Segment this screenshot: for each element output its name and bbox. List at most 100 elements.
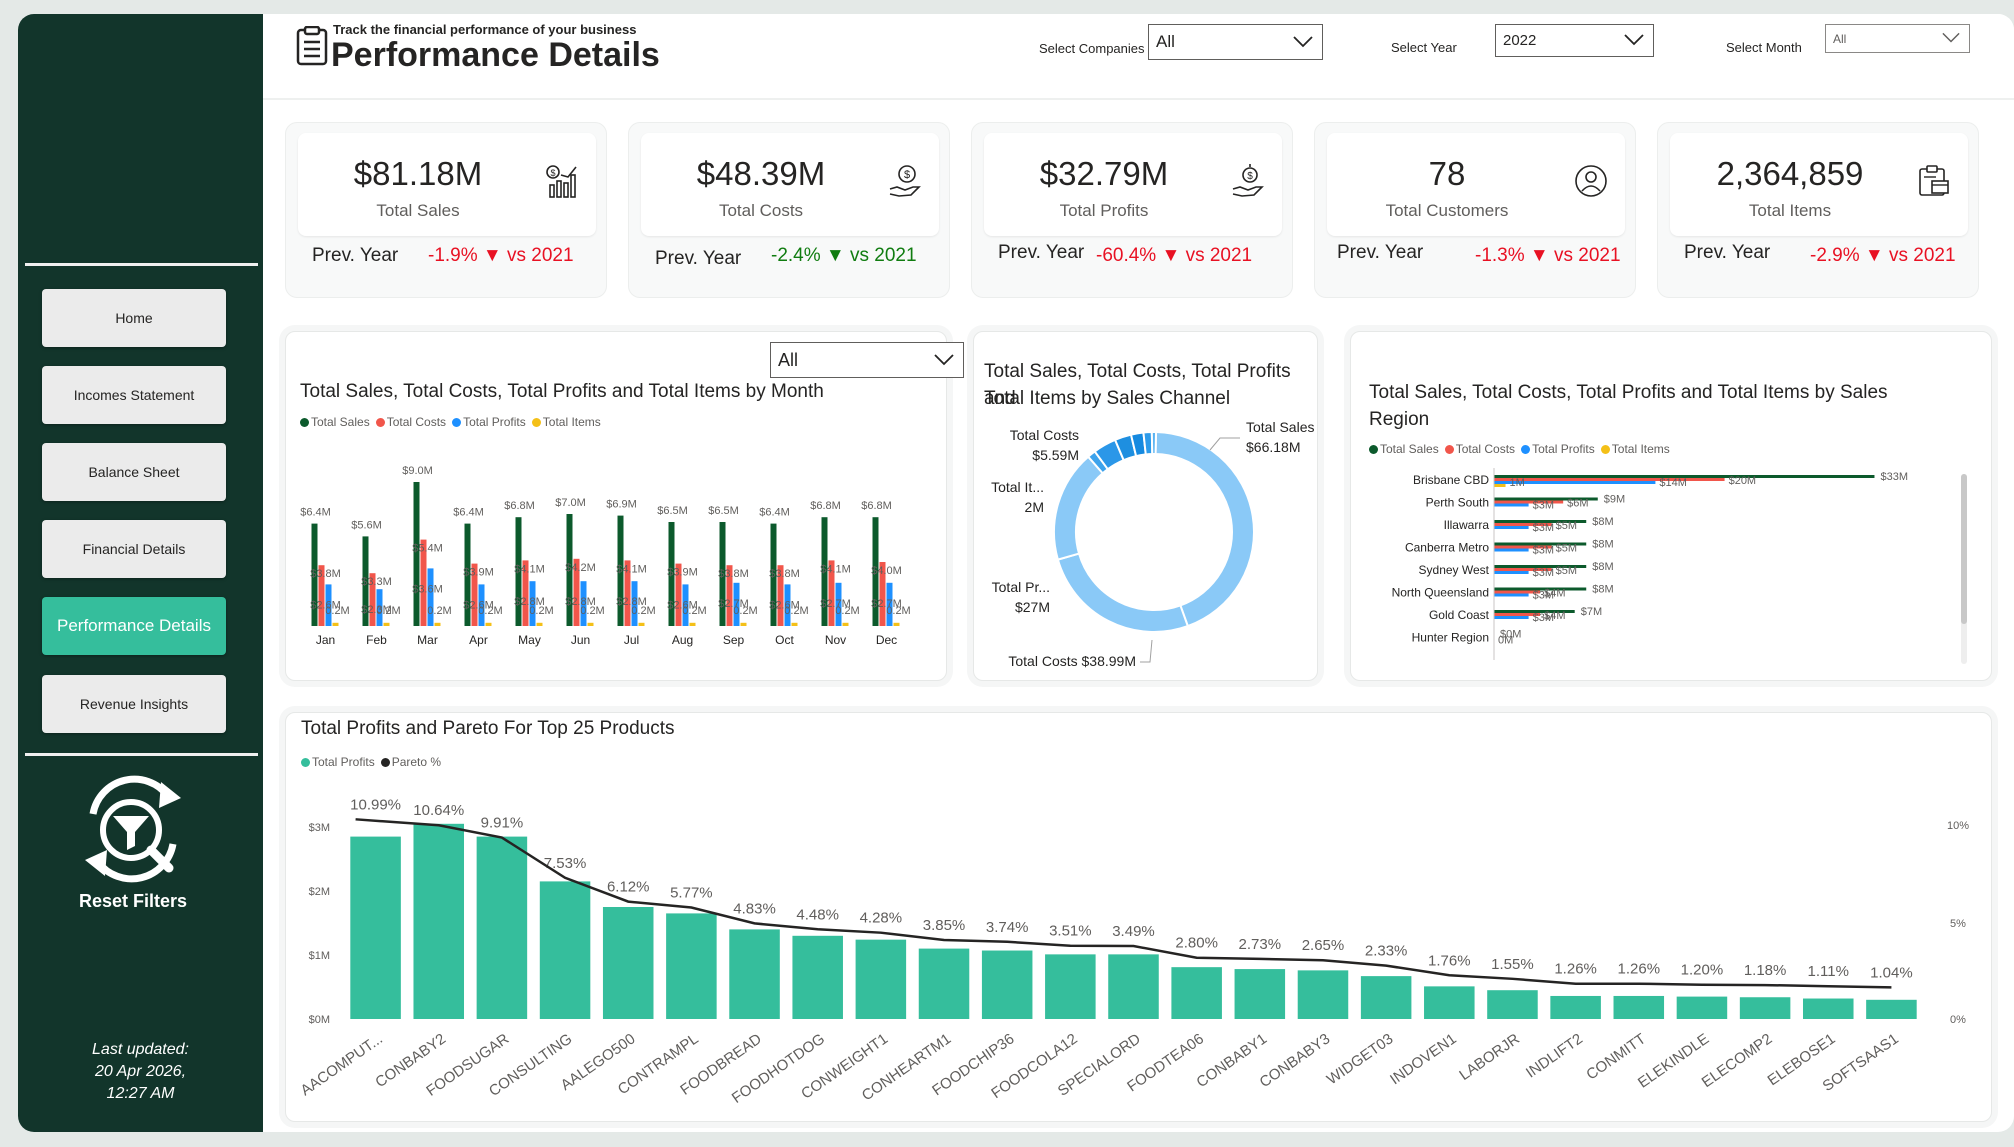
data-label: $7.0M xyxy=(555,497,586,509)
data-label: $5M xyxy=(1556,543,1577,555)
kpi-change: -2.4% ▼ vs 2021 xyxy=(771,245,917,266)
data-label: $3M xyxy=(1533,590,1554,602)
data-label: $3.8M xyxy=(310,568,341,580)
x-tick-label: Jul xyxy=(624,633,639,647)
y-tick-label: Canberra Metro xyxy=(1405,541,1489,555)
channel-chart-panel: Total Sales, Total Costs, Total Profits … xyxy=(973,331,1318,681)
bar-total-sales xyxy=(1494,610,1575,613)
bar-total-costs xyxy=(318,565,325,626)
pareto-data-label: 4.48% xyxy=(796,906,839,923)
bar-total-profits xyxy=(1676,996,1728,1019)
data-label: $3.8M xyxy=(769,568,800,580)
bar-total-profits xyxy=(602,907,654,1019)
bar-total-profits xyxy=(1234,969,1286,1019)
data-label: $4.2M xyxy=(565,562,596,574)
bar-total-sales xyxy=(1494,587,1587,591)
donut-slice xyxy=(1150,431,1158,456)
bar-total-sales xyxy=(719,522,726,626)
data-label: $5.6M xyxy=(351,519,382,531)
pareto-data-label: 1.04% xyxy=(1870,964,1913,981)
nav-financial-details-button[interactable]: Financial Details xyxy=(42,520,226,578)
data-label: $8M xyxy=(1592,561,1613,573)
last-updated-label: Last updated: xyxy=(92,1041,189,1058)
data-label: $2.7M xyxy=(820,598,851,610)
sales-chart-icon: $ xyxy=(546,165,577,198)
data-label: $5.4M xyxy=(412,543,443,555)
data-label: $0M xyxy=(1500,629,1521,641)
bar-total-profits xyxy=(580,581,587,626)
region-scrollbar[interactable] xyxy=(1961,474,1967,664)
companies-filter-label: Select Companies xyxy=(1039,41,1145,56)
nav-home-button[interactable]: Home xyxy=(42,289,226,347)
data-label: $2.8M xyxy=(514,596,545,608)
pareto-data-label: 1.26% xyxy=(1618,961,1661,978)
data-label: $4M xyxy=(1544,588,1565,600)
bar-total-profits xyxy=(631,581,638,626)
legend-item-pareto: Pareto % xyxy=(380,755,441,769)
data-label: 0.2M xyxy=(886,605,910,617)
x-tick-label: INDOVEN1 xyxy=(1387,1030,1460,1088)
reset-filters-button[interactable]: Reset Filters xyxy=(58,774,208,912)
pareto-data-label: 3.49% xyxy=(1112,923,1155,940)
data-label: $2.6M xyxy=(463,599,494,611)
bar-total-sales xyxy=(1494,565,1587,568)
companies-select[interactable]: All xyxy=(1148,24,1323,60)
kpi-value: 2,364,859 xyxy=(1716,155,1864,192)
profit-hand-icon: $ xyxy=(1232,164,1264,197)
data-label: $6.9M xyxy=(606,499,637,511)
last-updated-date: 20 Apr 2026, xyxy=(94,1063,187,1080)
bar-total-sales xyxy=(770,523,777,626)
year-select[interactable]: 2022 xyxy=(1495,24,1654,57)
bar-total-sales xyxy=(617,515,624,626)
svg-text:$: $ xyxy=(904,169,910,181)
nav-balance-sheet-button[interactable]: Balance Sheet xyxy=(42,443,226,501)
nav-performance-details-button[interactable]: Performance Details xyxy=(42,597,226,655)
data-label: $6.8M xyxy=(504,500,535,512)
bar-total-profits xyxy=(1487,990,1538,1019)
region-chart: Brisbane CBD $33M $20M $14M 1M Perth South $9M… xyxy=(1392,468,1908,660)
bar-total-profits xyxy=(1613,995,1665,1019)
nav-revenue-insights-button[interactable]: Revenue Insights xyxy=(42,675,226,733)
x-tick-label: LABORJR xyxy=(1456,1030,1523,1084)
pareto-chart-panel: Total Profits and Pareto For Top 25 Prod… xyxy=(285,712,1992,1122)
pareto-data-label: 1.18% xyxy=(1744,962,1787,979)
bar-total-profits xyxy=(1045,954,1096,1019)
region-scrollbar-thumb[interactable] xyxy=(1961,474,1967,624)
data-label: $4.1M xyxy=(616,563,647,575)
bar-total-costs xyxy=(1494,500,1564,504)
bar-total-profits xyxy=(325,584,332,626)
legend-item-costs: Total Costs xyxy=(1444,442,1515,456)
monthly-chart-slicer[interactable]: All xyxy=(770,342,964,378)
document-report-icon xyxy=(296,26,328,66)
nav-incomes-statement-button[interactable]: Incomes Statement xyxy=(42,366,226,424)
bar-total-costs xyxy=(1494,478,1725,481)
kpi-card-body: 78 Total Customers xyxy=(1327,133,1625,236)
pareto-chart-legend: Total Profits Pareto % xyxy=(301,755,441,769)
bar-total-profits xyxy=(666,913,717,1019)
data-label: $6.5M xyxy=(708,505,739,517)
kpi-label: Total Sales xyxy=(376,201,460,220)
bar-total-costs xyxy=(1494,523,1552,526)
bar-total-profits xyxy=(981,950,1033,1019)
data-label: $3M xyxy=(1533,567,1554,579)
x-tick-label: Jun xyxy=(571,633,590,647)
y2-tick-label: 5% xyxy=(1950,918,1966,930)
kpi-change: -1.3% ▼ vs 2021 xyxy=(1475,245,1621,266)
x-tick-label: Feb xyxy=(366,633,387,647)
month-select[interactable]: All xyxy=(1825,24,1970,53)
kpi-card-body: $32.79M Total Profits $ xyxy=(984,133,1282,236)
data-label: $2.6M xyxy=(769,599,800,611)
x-tick-label: CONBABY3 xyxy=(1257,1030,1334,1091)
data-label: $9M xyxy=(1604,494,1625,506)
bar-total-items xyxy=(791,622,798,626)
kpi-card-total-items: 2,364,859 Total Items Prev. Year -2.9% ▼… xyxy=(1657,122,1979,298)
data-label: $8M xyxy=(1592,516,1613,528)
data-label: $4.1M xyxy=(820,563,851,575)
pareto-data-label: 4.28% xyxy=(860,910,903,927)
bar-total-costs xyxy=(675,563,682,626)
data-label: 1M xyxy=(1510,477,1525,489)
x-tick-label: Dec xyxy=(876,633,897,647)
data-label: $2.3M xyxy=(361,604,392,616)
bar-total-profits xyxy=(478,584,485,626)
bar-total-costs xyxy=(471,563,478,626)
